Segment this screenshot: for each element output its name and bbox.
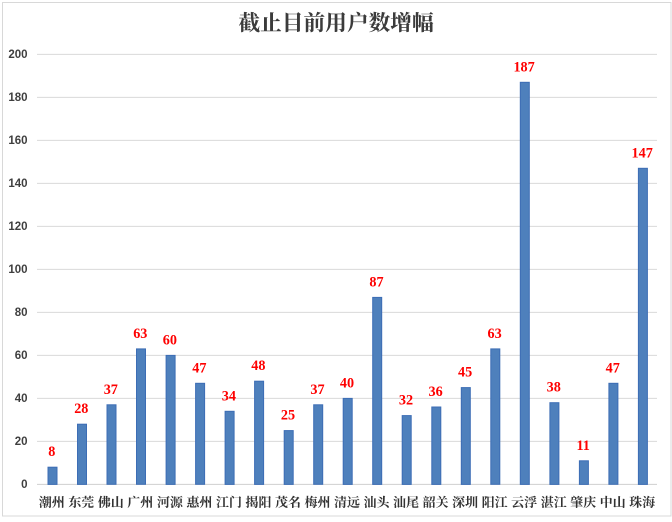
svg-text:140: 140 [8,178,27,190]
svg-text:80: 80 [15,307,28,319]
svg-text:40: 40 [340,375,354,391]
svg-text:147: 147 [632,145,653,161]
svg-text:63: 63 [488,326,502,342]
svg-text:20: 20 [15,436,28,448]
svg-text:45: 45 [458,365,472,381]
svg-text:11: 11 [576,438,589,454]
svg-text:47: 47 [606,360,620,376]
svg-text:25: 25 [281,408,295,424]
svg-text:36: 36 [429,384,443,400]
svg-text:100: 100 [8,264,27,276]
svg-text:0: 0 [21,479,27,491]
svg-text:200: 200 [8,49,27,61]
svg-text:47: 47 [192,360,206,376]
svg-text:120: 120 [8,221,27,233]
svg-text:34: 34 [222,388,236,404]
svg-text:63: 63 [133,326,147,342]
svg-text:8: 8 [48,444,55,460]
svg-text:160: 160 [8,135,27,147]
svg-text:38: 38 [547,380,561,396]
svg-text:87: 87 [369,274,383,290]
svg-text:180: 180 [8,92,27,104]
svg-text:48: 48 [251,358,265,374]
svg-text:37: 37 [104,382,118,398]
svg-text:32: 32 [399,393,413,409]
svg-text:60: 60 [15,350,28,362]
svg-text:28: 28 [74,401,88,417]
svg-text:37: 37 [310,382,324,398]
svg-text:60: 60 [163,332,177,348]
svg-text:187: 187 [513,59,534,75]
svg-text:40: 40 [15,393,28,405]
